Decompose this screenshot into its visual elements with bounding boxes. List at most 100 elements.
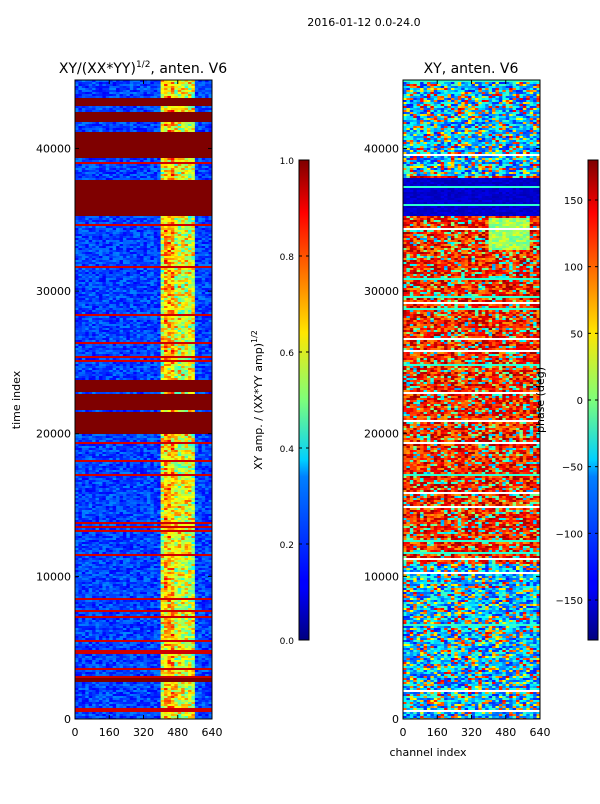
heatmap-cell <box>133 168 138 171</box>
heatmap-cell <box>126 226 131 229</box>
heatmap-cell <box>181 94 186 97</box>
heatmap-cell <box>98 232 103 235</box>
heatmap-cell <box>81 168 86 171</box>
heatmap-cell <box>143 108 148 111</box>
heatmap-cell <box>146 260 151 263</box>
heatmap-cell <box>109 168 114 171</box>
heatmap-cell <box>85 242 90 245</box>
heatmap-row <box>75 82 212 85</box>
heatmap-cell <box>126 234 131 237</box>
heatmap-cell <box>164 250 169 253</box>
heatmap-cell <box>153 108 158 111</box>
heatmap-cell <box>205 246 210 249</box>
heatmap-cell <box>177 220 182 223</box>
heatmap-cell <box>184 218 189 221</box>
heatmap-cell <box>119 256 124 259</box>
heatmap-cell <box>198 246 203 249</box>
heatmap-cell <box>184 80 189 83</box>
heatmap-cell <box>194 242 199 245</box>
heatmap-cell <box>208 106 212 109</box>
heatmap-cell <box>208 90 212 93</box>
heatmap-cell <box>150 218 155 221</box>
heatmap-cell <box>140 218 145 221</box>
heatmap-cell <box>105 216 110 219</box>
heatmap-cell <box>191 260 196 263</box>
heatmap-cell <box>92 110 97 113</box>
heatmap-cell <box>198 256 203 259</box>
heatmap-cell <box>140 248 145 251</box>
heatmap-cell <box>201 246 206 249</box>
heatmap-cell <box>122 234 127 237</box>
heatmap-cell <box>78 92 83 95</box>
heatmap-cell <box>81 106 86 109</box>
heatmap-cell <box>75 98 212 101</box>
heatmap-cell <box>143 220 148 223</box>
heatmap-cell <box>140 228 145 231</box>
heatmap-cell <box>174 228 179 231</box>
heatmap-cell <box>112 230 117 233</box>
heatmap-cell <box>136 218 141 221</box>
heatmap-cell <box>184 158 189 161</box>
heatmap-cell <box>78 232 83 235</box>
heatmap-cell <box>146 94 151 97</box>
heatmap-cell <box>112 108 117 111</box>
heatmap-cell <box>194 230 199 233</box>
heatmap-cell <box>105 272 110 275</box>
heatmap-cell <box>167 162 172 165</box>
heatmap-cell <box>174 110 179 113</box>
heatmap-cell <box>98 238 103 241</box>
heatmap-row <box>75 218 212 221</box>
heatmap-cell <box>201 260 206 263</box>
heatmap-cell <box>208 216 212 219</box>
heatmap-cell <box>191 92 196 95</box>
heatmap-cell <box>208 178 212 181</box>
heatmap-cell <box>126 128 131 131</box>
heatmap-cell <box>208 126 212 129</box>
heatmap-cell <box>164 268 169 271</box>
heatmap-cell <box>78 222 83 225</box>
heatmap-cell <box>78 224 83 227</box>
heatmap-cell <box>116 266 121 269</box>
heatmap-cell <box>102 130 107 133</box>
heatmap-cell <box>150 232 155 235</box>
heatmap-cell <box>78 238 83 241</box>
heatmap-cell <box>153 92 158 95</box>
heatmap-cell <box>188 268 193 271</box>
heatmap-cell <box>208 258 212 261</box>
heatmap-cell <box>109 230 114 233</box>
heatmap-cell <box>105 224 110 227</box>
heatmap-cell <box>184 232 189 235</box>
heatmap-cell <box>167 228 172 231</box>
heatmap-cell <box>191 128 196 131</box>
heatmap-cell <box>194 244 199 247</box>
heatmap-cell <box>136 88 141 91</box>
heatmap-cell <box>157 170 162 173</box>
heatmap-cell <box>88 254 93 257</box>
heatmap-cell <box>109 164 114 167</box>
heatmap-cell <box>129 258 134 261</box>
heatmap-cell <box>201 226 206 229</box>
heatmap-cell <box>92 172 97 175</box>
heatmap-cell <box>188 230 193 233</box>
heatmap-cell <box>129 174 134 177</box>
heatmap-cell <box>85 222 90 225</box>
heatmap-row <box>75 180 212 183</box>
heatmap-cell <box>85 272 90 275</box>
heatmap-cell <box>78 234 83 237</box>
heatmap-cell <box>188 96 193 99</box>
heatmap-cell <box>167 94 172 97</box>
heatmap-cell <box>122 172 127 175</box>
heatmap-cell <box>112 110 117 113</box>
heatmap-row <box>75 216 212 219</box>
heatmap-cell <box>191 236 196 239</box>
heatmap-cell <box>167 234 172 237</box>
heatmap-cell <box>75 222 80 225</box>
heatmap-cell <box>75 216 80 219</box>
heatmap-cell <box>191 272 196 275</box>
heatmap-cell <box>102 272 107 275</box>
heatmap-cell <box>184 84 189 87</box>
heatmap-cell <box>184 238 189 241</box>
heatmap-cell <box>75 90 80 93</box>
heatmap-cell <box>85 170 90 173</box>
heatmap-cell <box>112 258 117 261</box>
